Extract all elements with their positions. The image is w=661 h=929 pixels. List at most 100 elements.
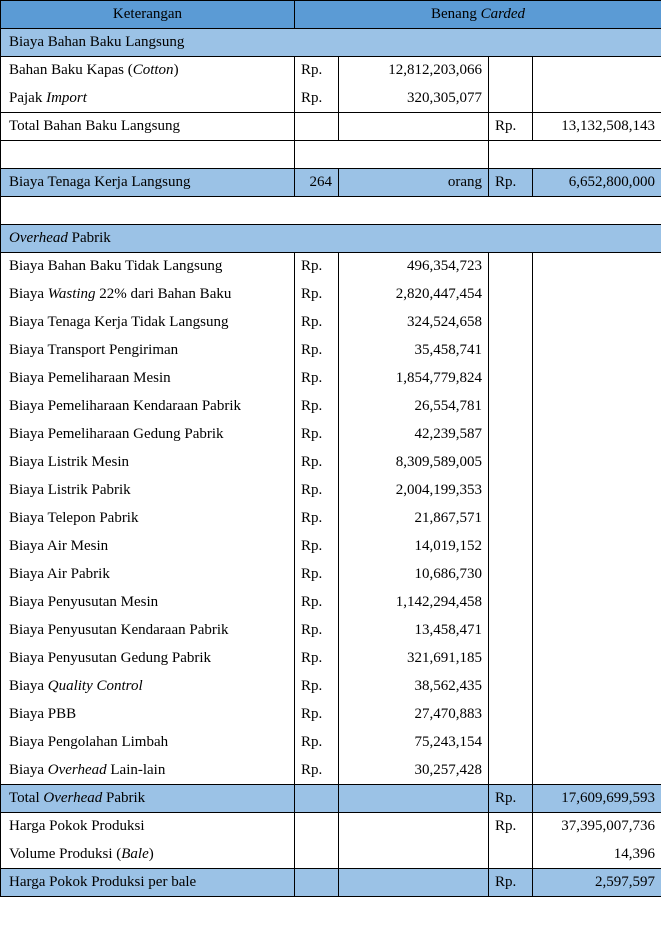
cost-table: Keterangan Benang Carded Biaya Bahan Bak…	[0, 0, 661, 897]
section1-total-row: Total Bahan Baku Langsung Rp. 13,132,508…	[1, 113, 661, 141]
value: 12,812,203,066	[339, 57, 489, 85]
row-label: Bahan Baku Kapas (Cotton)	[1, 57, 295, 85]
currency: Rp.	[489, 869, 533, 897]
table-row: Biaya Pemeliharaan Gedung Pabrik Rp. 42,…	[1, 421, 661, 449]
currency: Rp.	[295, 589, 339, 617]
currency: Rp.	[295, 253, 339, 281]
value: 17,609,699,593	[533, 785, 661, 813]
value: 8,309,589,005	[339, 449, 489, 477]
value: 6,652,800,000	[533, 169, 661, 197]
total-label: Total Bahan Baku Langsung	[1, 113, 295, 141]
worker-count: 264	[295, 169, 339, 197]
currency: Rp.	[295, 645, 339, 673]
value: 37,395,007,736	[533, 813, 661, 841]
row-label: Biaya Listrik Pabrik	[1, 477, 295, 505]
value: 324,524,658	[339, 309, 489, 337]
table-row: Bahan Baku Kapas (Cotton) Rp. 12,812,203…	[1, 57, 661, 85]
volume-label: Volume Produksi (Bale)	[1, 841, 295, 869]
table-row: Biaya Penyusutan Mesin Rp. 1,142,294,458	[1, 589, 661, 617]
table-row: Biaya Penyusutan Kendaraan Pabrik Rp. 13…	[1, 617, 661, 645]
currency: Rp.	[295, 421, 339, 449]
table-row: Biaya Air Pabrik Rp. 10,686,730	[1, 561, 661, 589]
value: 10,686,730	[339, 561, 489, 589]
table-row: Biaya Pemeliharaan Kendaraan Pabrik Rp. …	[1, 393, 661, 421]
section-overhead: Overhead Pabrik	[1, 225, 661, 253]
currency: Rp.	[295, 561, 339, 589]
table-row: Biaya Listrik Mesin Rp. 8,309,589,005	[1, 449, 661, 477]
value: 2,820,447,454	[339, 281, 489, 309]
col-benang-text: Benang	[431, 6, 477, 22]
currency: Rp.	[295, 337, 339, 365]
row-label: Biaya Quality Control	[1, 673, 295, 701]
table-row: Biaya Transport Pengiriman Rp. 35,458,74…	[1, 337, 661, 365]
table-row: Pajak Import Rp. 320,305,077	[1, 85, 661, 113]
table-row: Biaya Air Mesin Rp. 14,019,152	[1, 533, 661, 561]
currency: Rp.	[295, 365, 339, 393]
section1-title: Biaya Bahan Baku Langsung	[1, 29, 661, 57]
table-header-row: Keterangan Benang Carded	[1, 1, 661, 29]
value: 2,004,199,353	[339, 477, 489, 505]
currency: Rp.	[295, 57, 339, 85]
value: 38,562,435	[339, 673, 489, 701]
value: 1,854,779,824	[339, 365, 489, 393]
table-row: Biaya Pengolahan Limbah Rp. 75,243,154	[1, 729, 661, 757]
value: 321,691,185	[339, 645, 489, 673]
volume-row: Volume Produksi (Bale) 14,396	[1, 841, 661, 869]
currency: Rp.	[489, 169, 533, 197]
row-label: Biaya Penyusutan Kendaraan Pabrik	[1, 617, 295, 645]
row-label: Biaya Air Pabrik	[1, 561, 295, 589]
row-label: Biaya Telepon Pabrik	[1, 505, 295, 533]
spacer-row	[1, 141, 661, 169]
currency: Rp.	[295, 393, 339, 421]
value: 496,354,723	[339, 253, 489, 281]
value: 27,470,883	[339, 701, 489, 729]
table-row: Biaya Wasting 22% dari Bahan Baku Rp. 2,…	[1, 281, 661, 309]
value: 75,243,154	[339, 729, 489, 757]
row-label: Biaya Pemeliharaan Mesin	[1, 365, 295, 393]
value: 42,239,587	[339, 421, 489, 449]
col-keterangan: Keterangan	[1, 1, 295, 29]
row-label: Biaya Tenaga Kerja Tidak Langsung	[1, 309, 295, 337]
row-label: Biaya Penyusutan Gedung Pabrik	[1, 645, 295, 673]
perbale-label: Harga Pokok Produksi per bale	[1, 869, 295, 897]
table-row: Biaya Penyusutan Gedung Pabrik Rp. 321,6…	[1, 645, 661, 673]
currency: Rp.	[295, 449, 339, 477]
currency: Rp.	[489, 113, 533, 141]
currency: Rp.	[295, 701, 339, 729]
currency: Rp.	[295, 85, 339, 113]
row-label: Biaya Bahan Baku Tidak Langsung	[1, 253, 295, 281]
row-label: Biaya Pemeliharaan Kendaraan Pabrik	[1, 393, 295, 421]
row-label: Biaya Listrik Mesin	[1, 449, 295, 477]
row-label: Biaya Penyusutan Mesin	[1, 589, 295, 617]
value: 35,458,741	[339, 337, 489, 365]
currency: Rp.	[295, 533, 339, 561]
table-row: Biaya Overhead Lain-lain Rp. 30,257,428	[1, 757, 661, 785]
value: 320,305,077	[339, 85, 489, 113]
section3-total-row: Total Overhead Pabrik Rp. 17,609,699,593	[1, 785, 661, 813]
section2-title: Biaya Tenaga Kerja Langsung	[1, 169, 295, 197]
table-row: Biaya Telepon Pabrik Rp. 21,867,571	[1, 505, 661, 533]
value: 1,142,294,458	[339, 589, 489, 617]
value: 21,867,571	[339, 505, 489, 533]
worker-unit: orang	[339, 169, 489, 197]
table-row: Biaya PBB Rp. 27,470,883	[1, 701, 661, 729]
section-bahan-baku: Biaya Bahan Baku Langsung	[1, 29, 661, 57]
currency: Rp.	[489, 813, 533, 841]
row-label: Biaya Transport Pengiriman	[1, 337, 295, 365]
row-label: Biaya Pemeliharaan Gedung Pabrik	[1, 421, 295, 449]
currency: Rp.	[295, 281, 339, 309]
value: 13,458,471	[339, 617, 489, 645]
currency: Rp.	[295, 309, 339, 337]
row-label: Biaya PBB	[1, 701, 295, 729]
currency: Rp.	[489, 785, 533, 813]
row-label: Biaya Air Mesin	[1, 533, 295, 561]
value: 14,019,152	[339, 533, 489, 561]
currency: Rp.	[295, 673, 339, 701]
table-row: Biaya Tenaga Kerja Tidak Langsung Rp. 32…	[1, 309, 661, 337]
table-row: Biaya Listrik Pabrik Rp. 2,004,199,353	[1, 477, 661, 505]
row-label: Biaya Overhead Lain-lain	[1, 757, 295, 785]
col-benang-italic: Carded	[481, 6, 525, 22]
table-row: Biaya Quality Control Rp. 38,562,435	[1, 673, 661, 701]
section-tenaga-kerja: Biaya Tenaga Kerja Langsung 264 orang Rp…	[1, 169, 661, 197]
value: 14,396	[533, 841, 661, 869]
